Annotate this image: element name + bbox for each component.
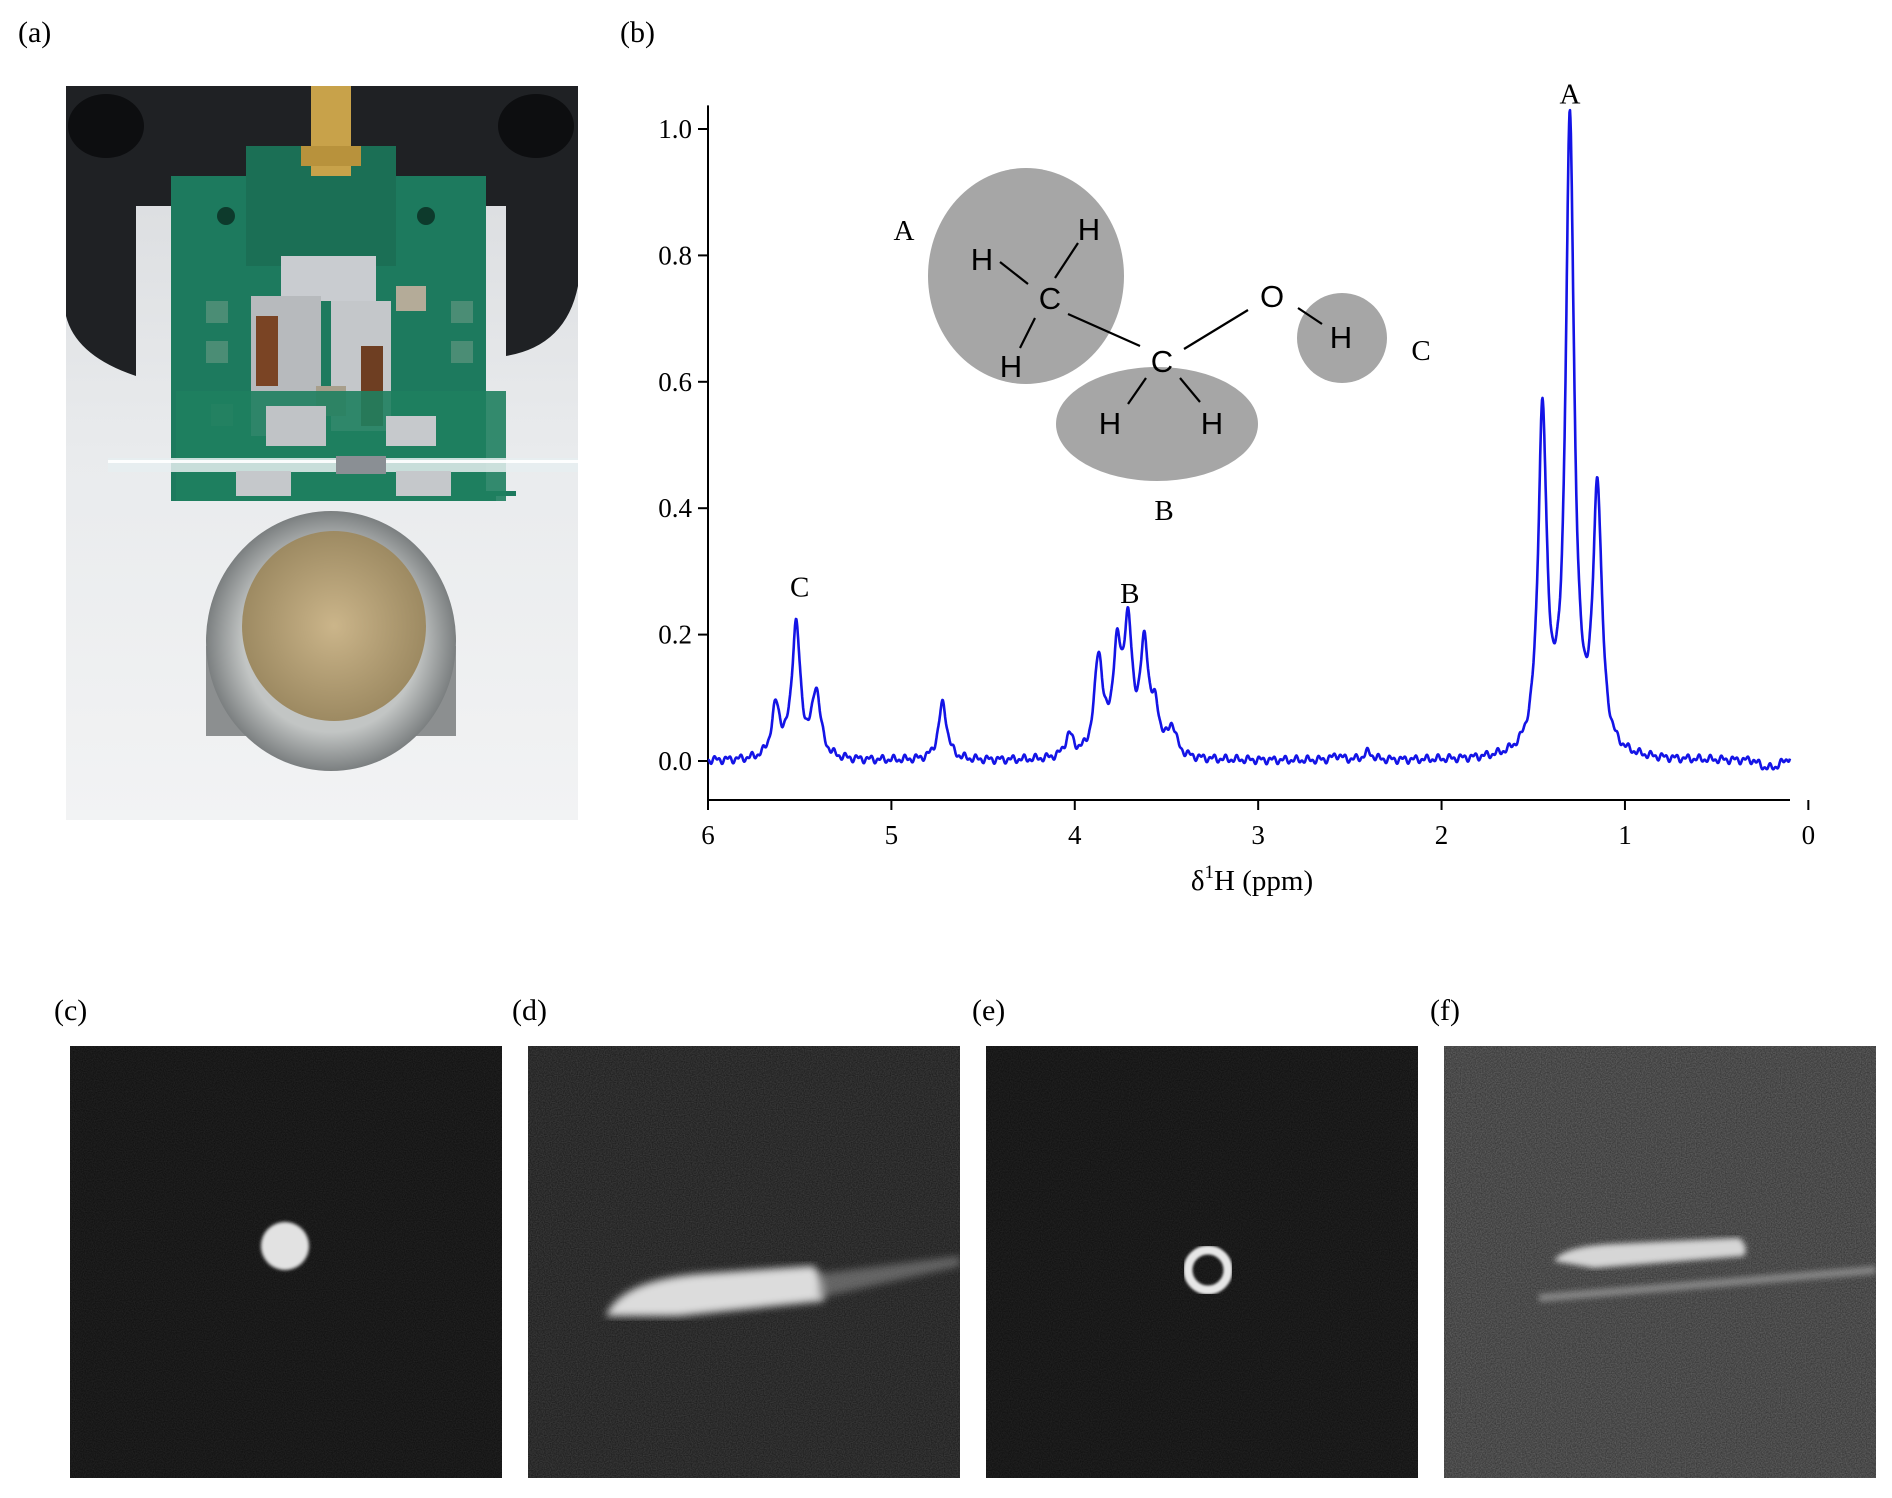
atom-c2: C	[1151, 344, 1173, 379]
bond-c1-h-bottom	[1019, 317, 1036, 349]
x-tick-label: 0	[1802, 820, 1816, 850]
y-tick-label: 0.0	[658, 746, 692, 776]
group-label-c: C	[1411, 335, 1430, 367]
sample-cross-section-icon	[261, 1222, 309, 1270]
peak-label: A	[1559, 79, 1580, 111]
x-axis-label-suffix: H (ppm)	[1214, 865, 1313, 897]
peak-label: B	[1120, 578, 1139, 610]
x-axis-label-sup: 1	[1205, 862, 1215, 883]
x-tick-label: 6	[701, 820, 715, 850]
ethanol-molecule-diagram: H H H C C O H H H A B C	[894, 168, 1431, 527]
x-tick-label: 3	[1251, 820, 1265, 850]
panel-label-a: (a)	[18, 16, 52, 49]
x-tick-label: 5	[885, 820, 899, 850]
group-label-b: B	[1154, 495, 1173, 527]
panel-label-f: (f)	[1430, 994, 1460, 1027]
panel-label-c: (c)	[54, 994, 88, 1027]
group-a-highlight	[928, 168, 1124, 384]
atom-h-b-right: H	[1201, 406, 1223, 441]
housing-knob-icon	[68, 94, 144, 158]
panel-label-d: (d)	[512, 994, 547, 1027]
panel-label-b: (b)	[620, 16, 655, 49]
y-tick-label: 0.4	[658, 493, 692, 523]
sample-longitudinal-ring-icon	[1554, 1238, 1746, 1268]
bond-o-h	[1297, 307, 1323, 325]
chart-axes	[707, 105, 1790, 801]
y-tick-label: 0.2	[658, 620, 692, 650]
sample-longitudinal-icon	[606, 1266, 825, 1316]
panel-label-e: (e)	[972, 994, 1006, 1027]
x-tick-label: 1	[1618, 820, 1632, 850]
atom-h-b-left: H	[1099, 406, 1121, 441]
bond-c1-h-top	[1054, 242, 1079, 279]
atom-c1: C	[1039, 281, 1061, 316]
bond-c2-h-right	[1179, 377, 1201, 403]
group-b-highlight	[1056, 367, 1258, 481]
bond-c1-c2	[1067, 312, 1141, 348]
y-tick-label: 1.0	[658, 114, 692, 144]
atom-h-a-left: H	[971, 242, 993, 277]
bond-c2-o	[1183, 309, 1249, 350]
atom-h-a-bottom: H	[1000, 349, 1022, 384]
mri-image-d	[528, 1046, 960, 1478]
nmr-spectrum-chart: 6 5 4 3 2 1 00.00.20.40.60.81.0 ABC δ1H (ppm) …	[658, 79, 1815, 897]
x-axis-label: δ1H (ppm)	[1191, 862, 1313, 897]
group-c-highlight	[1297, 293, 1387, 383]
x-axis-label-prefix: δ	[1191, 865, 1205, 897]
mri-image-f	[1444, 1046, 1876, 1478]
x-tick-label: 4	[1068, 820, 1082, 850]
peak-labels: A B C	[790, 79, 1580, 610]
atom-o: O	[1260, 279, 1284, 314]
y-tick-label: 0.6	[658, 367, 692, 397]
chart-ticks: 6 5 4 3 2 1 0 0.0 0.2 0.4 0.6 0.8 1.0	[658, 114, 1815, 850]
mri-image-e	[986, 1046, 1418, 1478]
sample-ring-icon	[1183, 1245, 1233, 1295]
peak-label: C	[790, 572, 809, 604]
bond-c1-h-left	[999, 261, 1029, 285]
x-tick-label: 2	[1435, 820, 1449, 850]
atom-h-hydroxyl: H	[1330, 320, 1352, 355]
group-label-a: A	[894, 215, 915, 247]
coil-board-photo	[66, 86, 578, 820]
y-tick-label: 0.8	[658, 240, 692, 270]
mri-image-c	[70, 1046, 502, 1478]
bond-c2-h-left	[1127, 377, 1147, 405]
atom-h-a-top: H	[1078, 212, 1100, 247]
spectrum-trace	[707, 108, 1792, 771]
